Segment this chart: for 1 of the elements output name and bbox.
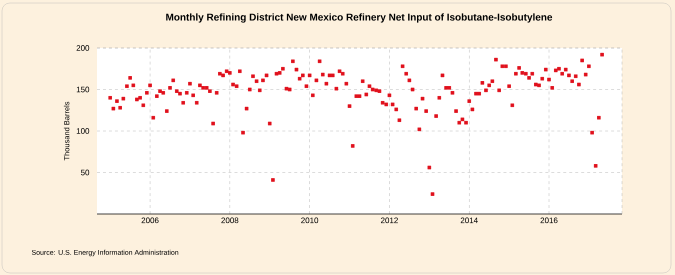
chart-title: Monthly Refining District New Mexico Refinery Net Input of Isobutane-Isobutylene bbox=[166, 13, 552, 23]
